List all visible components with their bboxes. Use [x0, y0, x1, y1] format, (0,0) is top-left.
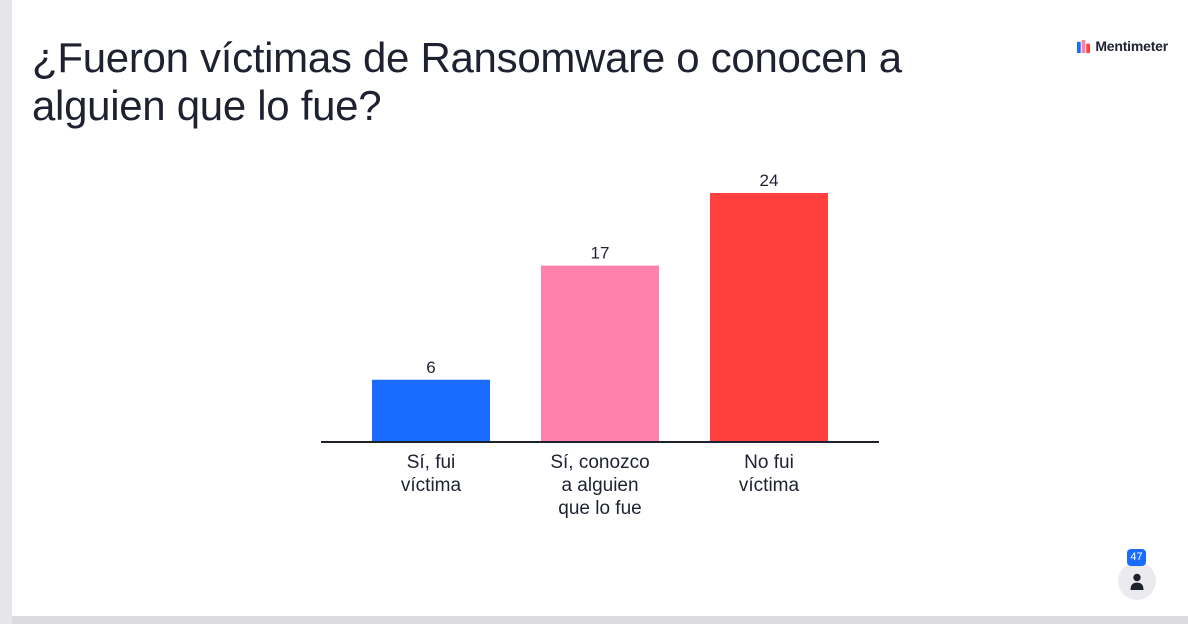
participants-count-badge: 47: [1127, 549, 1146, 566]
category-label-3-line-1: No fui: [744, 452, 794, 473]
brand-name: Mentimeter: [1095, 38, 1168, 54]
category-label-3-line-2: víctima: [739, 475, 800, 496]
bar-3: [710, 193, 828, 442]
slide-title: ¿Fueron víctimas de Ransomware o conocen…: [32, 34, 902, 129]
participants-button[interactable]: [1118, 562, 1156, 600]
category-label-2-line-2: a alguien: [561, 475, 638, 496]
bar-value-label-1: 6: [426, 358, 435, 377]
category-label-1-line-2: víctima: [401, 475, 462, 496]
bar-value-label-2: 17: [591, 244, 610, 263]
person-icon: [1130, 573, 1144, 590]
category-label-2-line-3: que lo fue: [558, 498, 641, 519]
bar-value-label-3: 24: [760, 171, 779, 190]
bar-1: [372, 379, 490, 442]
brand: Mentimeter: [1077, 38, 1168, 54]
bottom-strip: [12, 616, 1188, 624]
slide: ¿Fueron víctimas de Ransomware o conocen…: [12, 0, 1188, 616]
bar-2: [541, 265, 659, 442]
mentimeter-logo-icon: [1077, 39, 1091, 53]
category-label-1-line-1: Sí, fui: [407, 452, 456, 473]
category-label-2-line-1: Sí, conozco: [550, 452, 649, 473]
